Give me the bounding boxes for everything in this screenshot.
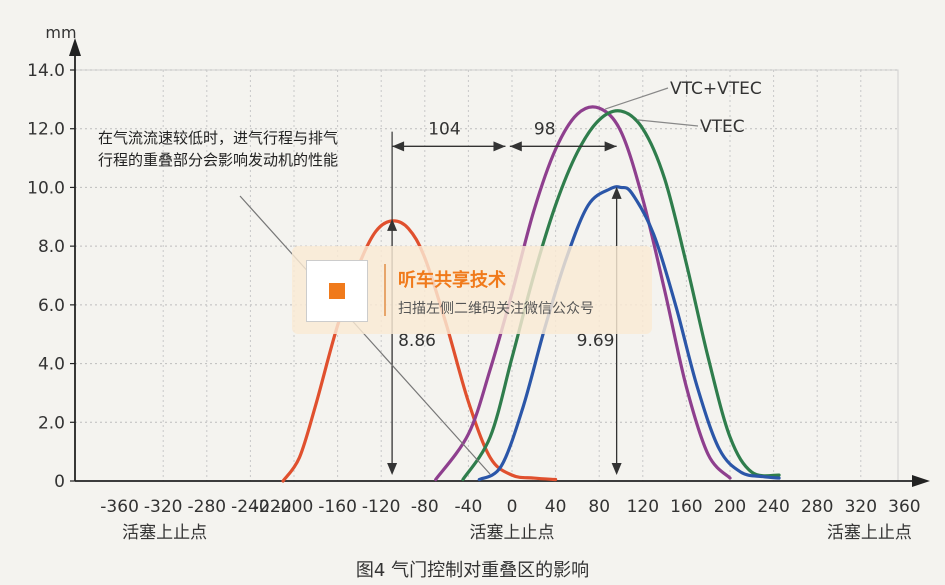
y-tick-label: 0 bbox=[54, 472, 65, 492]
x-tick-label: -320 bbox=[144, 497, 183, 517]
watermark-subtitle: 扫描左侧二维码关注微信公众号 bbox=[398, 301, 594, 317]
x-tick-label: 200 bbox=[714, 497, 746, 517]
x-tick-label: -40 bbox=[455, 497, 483, 517]
y-tick-label: 14.0 bbox=[27, 61, 65, 81]
qr-code-icon bbox=[306, 260, 368, 322]
x-tick-label: -360 bbox=[100, 497, 139, 517]
watermark-banner: 听车共享技术 扫描左侧二维码关注微信公众号 bbox=[292, 246, 652, 334]
x-tick-label: 280 bbox=[801, 497, 833, 517]
x-special-label: 活塞上止点 bbox=[122, 523, 207, 543]
series-name-vtec: VTEC bbox=[700, 117, 745, 137]
lift-arrow-a-head-bottom bbox=[387, 463, 398, 475]
note-leader bbox=[239, 195, 491, 475]
y-axis-arrow bbox=[69, 38, 81, 56]
series-name-vtec-leader bbox=[637, 119, 699, 127]
y-axis-label: mm bbox=[45, 23, 76, 42]
axes: 02.04.06.08.010.012.014.0mm-360 -320 -280-… bbox=[27, 23, 930, 543]
span-label-a: 104 bbox=[428, 119, 460, 139]
y-tick-label: 4.0 bbox=[38, 355, 65, 375]
series-line-1 bbox=[434, 105, 732, 482]
figure-caption: 图4 气门控制对重叠区的影响 bbox=[355, 560, 590, 581]
series-line-3 bbox=[477, 185, 781, 482]
x-tick-label: 80 bbox=[588, 497, 610, 517]
x-tick-label: -80 bbox=[411, 497, 439, 517]
lift-label-b: 9.69 bbox=[577, 331, 615, 351]
watermark-divider bbox=[384, 264, 386, 316]
span-arrow-b-head-left bbox=[509, 141, 522, 152]
lift-arrow-b-head-top bbox=[611, 186, 622, 199]
y-tick-label: 10.0 bbox=[27, 178, 65, 198]
x-tick-label: 240 bbox=[757, 497, 789, 517]
x-special-label: 活塞上止点 bbox=[827, 523, 912, 543]
lift-label-a: 8.86 bbox=[398, 331, 436, 351]
y-tick-label: 6.0 bbox=[38, 296, 65, 316]
x-tick-label: -280 bbox=[188, 497, 227, 517]
y-tick-label: 2.0 bbox=[38, 413, 65, 433]
series-line-0 bbox=[281, 219, 558, 483]
x-tick-label: -240 bbox=[231, 497, 270, 517]
x-tick-label: -120 bbox=[362, 497, 401, 517]
lift-arrow-b-head-bottom bbox=[611, 463, 622, 475]
x-special-label: 活塞上止点 bbox=[470, 523, 555, 543]
qr-logo bbox=[329, 283, 345, 299]
span-arrow-a-head-right bbox=[493, 141, 506, 152]
x-tick-label: 160 bbox=[670, 497, 702, 517]
series-name-vtc-vtec-leader bbox=[605, 87, 669, 110]
x-tick-label: 360 bbox=[888, 497, 920, 517]
span-label-b: 98 bbox=[534, 119, 556, 139]
x-tick-label: 120 bbox=[627, 497, 659, 517]
x-tick-label: 320 bbox=[845, 497, 877, 517]
lift-arrow-a-head-top bbox=[387, 218, 398, 231]
x-tick-label: -200 bbox=[275, 497, 314, 517]
span-arrow-a-head-left bbox=[392, 141, 405, 152]
annotation-note: 在气流流速较低时，进气行程与排气行程的重叠部分会影响发动机的性能 bbox=[98, 129, 339, 169]
x-tick-label: -220 bbox=[253, 497, 292, 517]
span-arrow-b-head-right bbox=[604, 141, 617, 152]
series-lines bbox=[281, 105, 781, 483]
annotations: VTC+VTEC VTEC 8.86 9.69 104 98 bbox=[239, 79, 762, 475]
y-tick-label: 12.0 bbox=[27, 120, 65, 140]
series-name-vtc-vtec: VTC+VTEC bbox=[670, 79, 762, 99]
series-line-2 bbox=[461, 109, 781, 482]
watermark-title: 听车共享技术 bbox=[398, 270, 506, 291]
x-tick-label: -160 bbox=[318, 497, 357, 517]
x-tick-label: 0 bbox=[507, 497, 518, 517]
x-tick-label: 40 bbox=[545, 497, 567, 517]
x-axis-arrow bbox=[912, 475, 930, 487]
y-tick-label: 8.0 bbox=[38, 237, 65, 257]
